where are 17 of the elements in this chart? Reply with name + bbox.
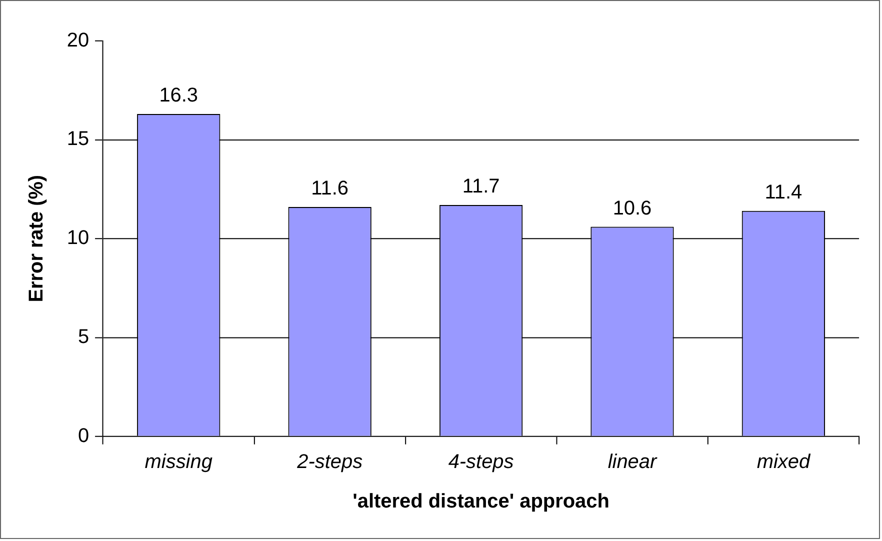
x-tick-label: missing: [144, 450, 212, 473]
x-tick-label: 4-steps: [448, 450, 514, 473]
y-tick-label: 10: [66, 227, 90, 250]
data-label: 11.6: [311, 178, 348, 200]
data-label: 16.3: [159, 84, 198, 107]
x-tick-label: mixed: [756, 450, 811, 473]
x-tick-label: 2-steps: [296, 450, 363, 473]
x-axis-title: 'altered distance' approach: [352, 490, 610, 513]
y-tick-label: 5: [78, 326, 90, 348]
y-tick-label: 20: [66, 29, 90, 52]
data-label: 11.4: [764, 182, 802, 204]
y-tick-label: 0: [78, 424, 90, 447]
data-label: 11.7: [462, 176, 500, 198]
y-tick-label: 15: [66, 128, 90, 150]
data-label: 10.6: [612, 197, 652, 220]
y-axis-title: Error rate (%): [25, 174, 48, 302]
x-tick-label: linear: [608, 450, 658, 473]
